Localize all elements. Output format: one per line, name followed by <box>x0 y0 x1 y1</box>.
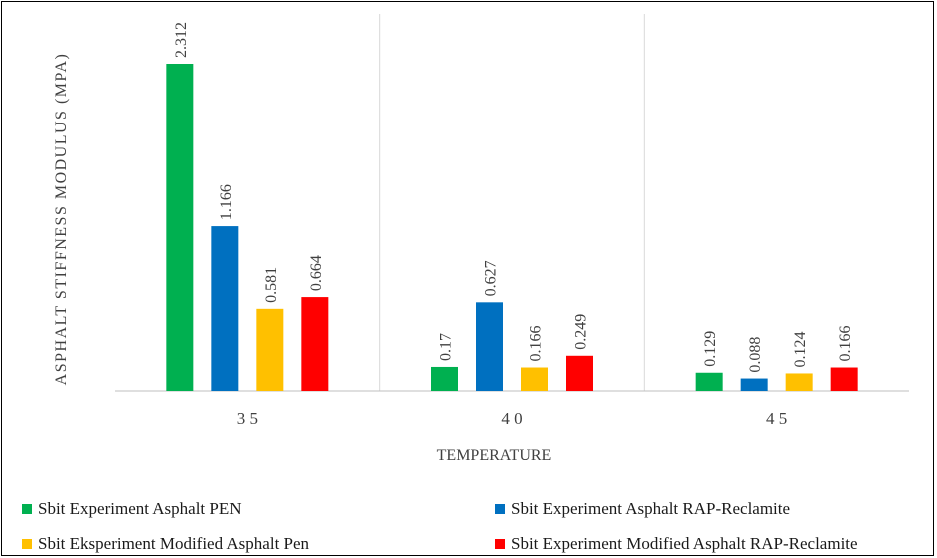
legend-label-4: Sbit Experiment Modified Asphalt RAP-Rec… <box>511 534 858 553</box>
legend-label-3: Sbit Eksperiment Modified Asphalt Pen <box>38 534 310 553</box>
data-label-s2-c2: 0.627 <box>483 260 500 296</box>
legend-swatch-1 <box>22 504 32 514</box>
legend-item-4: Sbit Experiment Modified Asphalt RAP-Rec… <box>495 534 858 554</box>
data-label-s3-c3: 0.124 <box>792 331 809 367</box>
legend-item-2: Sbit Experiment Asphalt RAP-Reclamite <box>495 499 790 519</box>
bar-s2-c1 <box>211 226 239 391</box>
bar-s1-c2 <box>431 366 458 391</box>
bar-s4-c2 <box>566 355 593 391</box>
legend-item-3: Sbit Eksperiment Modified Asphalt Pen <box>22 534 309 554</box>
bar-s4-c3 <box>830 367 858 391</box>
bar-s4-c1 <box>301 297 329 391</box>
data-label-s1-c2: 0.17 <box>438 333 455 361</box>
bar-s3-c3 <box>785 373 813 391</box>
legend-swatch-2 <box>495 504 505 514</box>
data-label-s4-c2: 0.249 <box>573 314 590 350</box>
x-tick-label-2: 4 0 <box>501 409 522 428</box>
x-axis-title: TEMPERATURE <box>437 447 552 464</box>
x-tick-label-3: 4 5 <box>766 409 787 428</box>
legend-label-2: Sbit Experiment Asphalt RAP-Reclamite <box>511 499 791 518</box>
legend-swatch-4 <box>495 539 505 549</box>
data-label-s1-c1: 2.312 <box>173 22 190 58</box>
bar-s2-c2 <box>476 302 503 391</box>
legend-item-1: Sbit Experiment Asphalt PEN <box>22 499 242 519</box>
legend-swatch-3 <box>22 539 32 549</box>
data-label-s2-c3: 0.088 <box>747 337 764 373</box>
bar-s2-c3 <box>740 378 768 391</box>
legend-label-1: Sbit Experiment Asphalt PEN <box>38 499 242 518</box>
data-label-s4-c1: 0.664 <box>308 255 325 291</box>
data-label-s1-c3: 0.129 <box>702 331 719 367</box>
bar-s3-c2 <box>521 367 548 391</box>
data-label-s2-c1: 1.166 <box>218 184 235 220</box>
bar-s1-c3 <box>695 372 723 391</box>
bar-s1-c1 <box>166 64 194 391</box>
bar-s3-c1 <box>256 308 284 391</box>
data-label-s3-c1: 0.581 <box>263 267 280 303</box>
y-axis-title: ASPHALT STIFFNESS MODULUS (MPA) <box>53 53 70 386</box>
data-label-s3-c2: 0.166 <box>528 326 545 362</box>
x-tick-label-1: 3 5 <box>237 409 258 428</box>
data-label-s4-c3: 0.166 <box>837 326 854 362</box>
